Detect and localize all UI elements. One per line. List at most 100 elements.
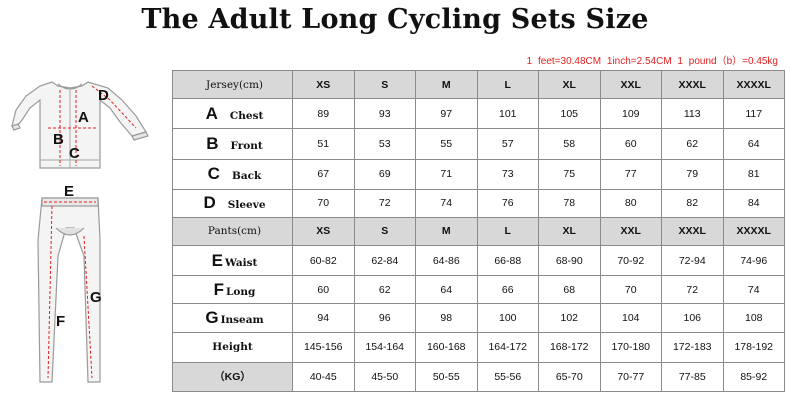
cell: 77-85 [661, 361, 724, 393]
cell: 77 [599, 158, 662, 190]
size-l: L [476, 69, 539, 100]
row-letter: E [211, 250, 223, 270]
row-name: Inseam [220, 314, 264, 327]
unit-conversion-note: 1 feet=30.48CM 1inch=2.54CM 1 pound（b）=0… [526, 56, 778, 67]
row-name: Front [230, 139, 263, 152]
row-letter: D [203, 193, 216, 213]
cell: 74 [415, 188, 478, 218]
row-name: Long [226, 285, 256, 298]
size-l: L [476, 216, 539, 247]
size-xl: XL [538, 216, 601, 247]
cell: 55 [415, 128, 478, 160]
pants-header-row: Pants(cm) XS S M L XL XXL XXXL XXXXL [172, 216, 785, 247]
cell: 154-164 [353, 331, 416, 363]
cell: 64 [722, 128, 785, 160]
row-name: Back [231, 170, 262, 183]
cell: 97 [415, 98, 478, 130]
cell: 170-180 [599, 331, 662, 363]
cell: 84 [722, 188, 785, 218]
cell: 58 [538, 128, 601, 160]
cell: 80 [599, 188, 662, 218]
cell: 172-183 [661, 331, 724, 363]
row-label-inseam: G Inseam [172, 303, 293, 333]
row-name: Chest [229, 109, 264, 122]
row-label-height: Height [172, 331, 293, 363]
cell: 65-70 [538, 361, 601, 393]
cell: 60 [292, 275, 355, 305]
row-letter: F [213, 279, 224, 299]
row-letter: A [205, 103, 218, 123]
cell: 75 [538, 158, 601, 190]
cell: 74 [722, 275, 785, 305]
garment-illustrations [11, 81, 149, 383]
cell: 100 [476, 303, 539, 333]
jersey-header-row: Jersey(cm) XS S M L XL XXL XXXL XXXXL [172, 69, 785, 100]
cell: 62 [353, 275, 416, 305]
cell: 64 [415, 275, 478, 305]
cell: 104 [599, 303, 662, 333]
cell: 70-92 [599, 245, 662, 277]
size-xxl: XXL [599, 69, 662, 100]
size-xxxxl: XXXXL [722, 69, 785, 100]
jersey-label-d: D [98, 87, 109, 104]
size-xxxl: XXXL [661, 69, 724, 100]
pants-measure-lines [44, 201, 96, 379]
cell: 55-56 [476, 361, 539, 393]
cell: 60 [599, 128, 662, 160]
cell: 102 [538, 303, 601, 333]
cell: 106 [661, 303, 724, 333]
cell: 68 [538, 275, 601, 305]
cell: 81 [722, 158, 785, 190]
cell: 69 [353, 158, 416, 190]
size-m: M [415, 216, 478, 247]
size-xxxxl: XXXXL [722, 216, 785, 247]
size-xl: XL [538, 69, 601, 100]
row-letter: C [207, 164, 220, 184]
pants-label-g: G [90, 289, 102, 306]
cell: 73 [476, 158, 539, 190]
cell: 51 [292, 128, 355, 160]
size-m: M [415, 69, 478, 100]
cell: 94 [292, 303, 355, 333]
pants-label-e: E [64, 183, 75, 200]
row-letter: B [206, 133, 219, 153]
size-xxl: XXL [599, 216, 662, 247]
cell: 79 [661, 158, 724, 190]
cell: 98 [415, 303, 478, 333]
cell: 70 [599, 275, 662, 305]
cell: 45-50 [353, 361, 416, 393]
row-label-back: C Back [172, 158, 293, 190]
cell: 53 [353, 128, 416, 160]
cell: 76 [476, 188, 539, 218]
cell: 66-88 [476, 245, 539, 277]
cell: 109 [599, 98, 662, 130]
cell: 89 [292, 98, 355, 130]
page-title: The Adult Long Cycling Sets Size [141, 4, 649, 35]
cell: 60-82 [292, 245, 355, 277]
row-letter: G [205, 308, 219, 328]
table-row: G Inseam 94 96 98 100 102 104 106 108 [172, 303, 785, 333]
cell: 178-192 [722, 331, 785, 363]
cell: 72-94 [661, 245, 724, 277]
row-name: Waist [224, 256, 258, 269]
row-name: Sleeve [227, 199, 266, 212]
cell: 50-55 [415, 361, 478, 393]
table-row: F Long 60 62 64 66 68 70 72 74 [172, 275, 785, 305]
jersey-measure-lines [48, 85, 137, 166]
pants-label-f: F [56, 313, 66, 330]
size-xs: XS [292, 69, 355, 100]
cell: 93 [353, 98, 416, 130]
cell: 64-86 [415, 245, 478, 277]
row-label-long: F Long [172, 275, 293, 305]
cell: 62 [661, 128, 724, 160]
cell: 85-92 [722, 361, 785, 393]
row-label-front: B Front [172, 128, 293, 160]
jersey-illustration [11, 81, 149, 169]
table-row: E Waist 60-82 62-84 64-86 66-88 68-90 70-… [172, 245, 785, 277]
cell: 72 [353, 188, 416, 218]
row-label-waist: E Waist [172, 245, 293, 277]
pants-header-label: Pants(cm) [172, 216, 293, 247]
table-row: Height 145-156 154-164 160-168 164-172 1… [172, 331, 785, 363]
cell: 105 [538, 98, 601, 130]
cell: 71 [415, 158, 478, 190]
